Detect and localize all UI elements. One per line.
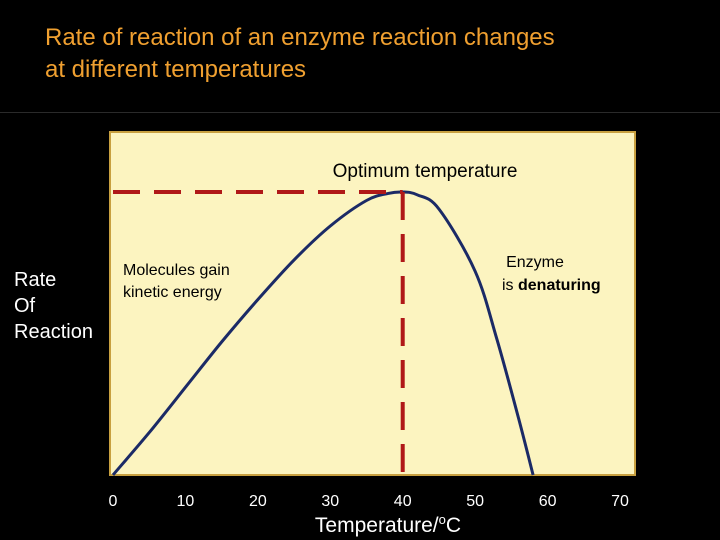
rate-curve <box>111 190 535 476</box>
optimum-temperature-label: Optimum temperature <box>333 161 518 182</box>
falling-annotation-prefix: is <box>502 277 518 294</box>
x-tick-label: 40 <box>394 493 412 510</box>
plot-area <box>109 131 636 476</box>
x-tick-label: 30 <box>321 493 339 510</box>
y-axis-label-line-1: Rate <box>14 269 57 291</box>
x-tick-label: 20 <box>249 493 267 510</box>
x-tick-label: 60 <box>539 493 557 510</box>
title-divider <box>0 112 720 113</box>
falling-annotation-line-2: is denaturing <box>502 277 601 294</box>
falling-annotation-bold: denaturing <box>518 277 601 294</box>
x-axis-label-unit: C <box>446 514 461 537</box>
x-tick-label: 70 <box>611 493 629 510</box>
x-axis-label-degree: o <box>439 512 446 527</box>
y-axis-label-line-2: Of <box>14 295 36 317</box>
slide-title-line-1: Rate of reaction of an enzyme reaction c… <box>45 24 555 51</box>
rising-annotation-line-1: Molecules gain <box>123 262 230 279</box>
x-tick-labels: 0 10 20 30 40 50 60 70 <box>109 493 629 510</box>
x-axis-label-main: Temperature/ <box>315 514 439 537</box>
slide-title: Rate of reaction of an enzyme reaction c… <box>45 22 695 86</box>
y-axis-label: Rate Of Reaction <box>14 267 93 345</box>
y-axis-label-line-3: Reaction <box>14 321 93 343</box>
x-tick-label: 10 <box>177 493 195 510</box>
falling-annotation-line-1: Enzyme <box>506 254 564 271</box>
x-axis-label: Temperature/oC <box>315 512 461 537</box>
x-tick-label: 50 <box>466 493 484 510</box>
rising-annotation-line-2: kinetic energy <box>123 284 222 301</box>
x-tick-label: 0 <box>109 493 118 510</box>
slide-title-line-2: at different temperatures <box>45 56 307 83</box>
